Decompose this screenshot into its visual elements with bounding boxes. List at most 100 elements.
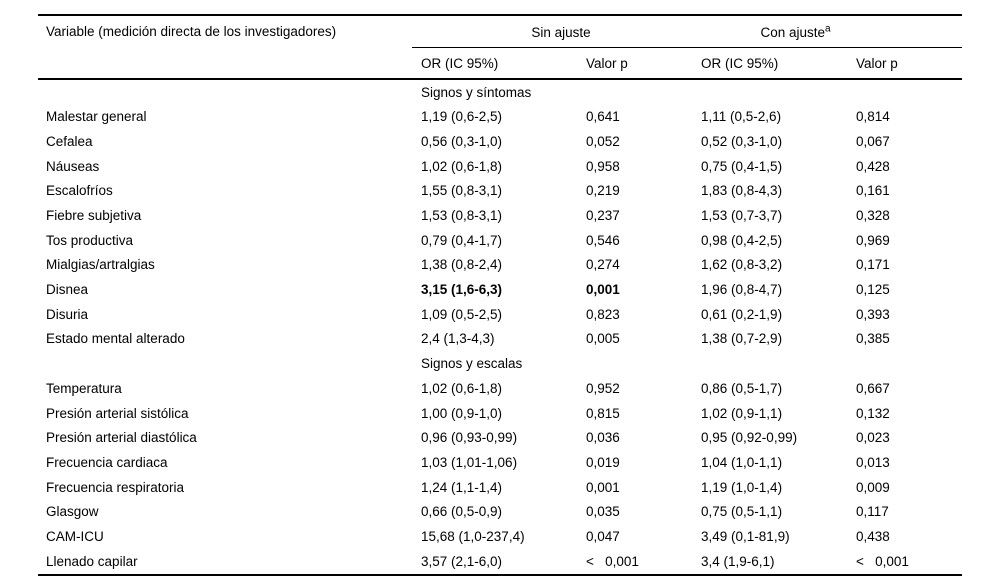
cell-or-adjusted: 0,98 (0,4-2,5) — [701, 232, 783, 248]
cell-or-unadjusted: 15,68 (1,0-237,4) — [421, 528, 525, 544]
cell-variable: CAM-ICU — [46, 528, 104, 544]
cell-variable: Tos productiva — [46, 232, 134, 248]
cell-p-adjusted: 0,667 — [856, 380, 890, 396]
cell-p-adjusted: 0,171 — [856, 257, 890, 273]
cell-or-adjusted: 0,95 (0,92-0,99) — [701, 430, 798, 446]
cell-or-adjusted: 0,75 (0,4-1,5) — [701, 158, 783, 174]
table-row: Disuria 1,09 (0,5-2,5) 0,823 0,61 (0,2-1,9)… — [38, 302, 962, 327]
cell-or-adjusted: 0,52 (0,3-1,0) — [701, 133, 783, 149]
cell-variable: Glasgow — [46, 504, 99, 520]
table-row: Presión arterial diastólica 0,96 (0,93-0,… — [38, 426, 962, 451]
cell-p-adjusted: 0,117 — [856, 504, 889, 520]
cell-or-adjusted: 1,53 (0,7-3,7) — [701, 208, 783, 224]
cell-variable: Frecuencia cardiaca — [46, 454, 168, 470]
section-title: Signos y síntomas — [421, 84, 532, 100]
cell-or-unadjusted: 2,4 (1,3-4,3) — [421, 331, 495, 347]
cell-or-adjusted: 0,86 (0,5-1,7) — [701, 380, 783, 396]
cell-p-unadjusted: 0,019 — [586, 454, 620, 470]
cell-p-unadjusted: 0,035 — [586, 504, 620, 520]
cell-or-adjusted: 1,02 (0,9-1,1) — [701, 405, 783, 421]
table-row: Estado mental alterado 2,4 (1,3-4,3) 0,005… — [38, 327, 962, 352]
cell-p-adjusted: 0,385 — [856, 331, 890, 347]
cell-p-unadjusted: 0,952 — [586, 380, 620, 396]
cell-variable: Disnea — [46, 282, 89, 298]
cell-variable: Fiebre subjetiva — [46, 208, 142, 224]
cell-p-adjusted: 0,013 — [856, 454, 890, 470]
cell-variable: Cefalea — [46, 133, 93, 149]
group-unadjusted-label: Sin ajuste — [531, 24, 591, 40]
table-row: Náuseas 1,02 (0,6-1,8) 0,958 0,75 (0,4-1,5)… — [38, 154, 962, 179]
cell-or-adjusted: 1,19 (1,0-1,4) — [701, 479, 783, 495]
cell-p-adjusted: 0,067 — [856, 133, 890, 149]
section-title: Signos y escalas — [421, 356, 523, 372]
table-row: Frecuencia respiratoria 1,24 (1,1-1,4) 0,0… — [38, 475, 962, 500]
group-header-rule — [412, 47, 962, 48]
cell-variable: Estado mental alterado — [46, 331, 185, 347]
cell-variable: Disuria — [46, 306, 89, 322]
cell-or-unadjusted: 1,02 (0,6-1,8) — [421, 380, 503, 396]
cell-p-unadjusted: 0,005 — [586, 331, 620, 347]
cell-p-unadjusted: 0,001 — [586, 479, 620, 495]
cell-or-unadjusted: 1,00 (0,9-1,0) — [421, 405, 503, 421]
subheader-row: OR (IC 95%) Valor p OR (IC 95%) Valor p — [38, 49, 962, 79]
group-header-row: Variable (medición directa de los invest… — [38, 15, 962, 49]
table-row: Malestar general 1,19 (0,6-2,5) 0,641 1,11 … — [38, 105, 962, 130]
variable-column-header: Variable (medición directa de los invest… — [46, 24, 337, 39]
table-row: CAM-ICU 15,68 (1,0-237,4) 0,047 3,49 (0,1-8… — [38, 524, 962, 549]
cell-p-unadjusted: 0,823 — [586, 306, 620, 322]
cell-p-adjusted: 0,393 — [856, 306, 890, 322]
table-row: Escalofríos 1,55 (0,8-3,1) 0,219 1,83 (0,8-… — [38, 179, 962, 204]
table-row: Tos productiva 0,79 (0,4-1,7) 0,546 0,98 (0… — [38, 228, 962, 253]
subheader-or-adjusted: OR (IC 95%) — [701, 55, 779, 71]
group-header-unadjusted: Sin ajuste — [421, 15, 701, 49]
cell-variable: Escalofríos — [46, 183, 113, 199]
table-row: Llenado capilar 3,57 (2,1-6,0) < 0,001 3,4 … — [38, 549, 962, 575]
cell-or-adjusted: 1,04 (1,0-1,1) — [701, 454, 783, 470]
cell-or-adjusted: 0,75 (0,5-1,1) — [701, 504, 783, 520]
cell-p-adjusted: 0,969 — [856, 232, 890, 248]
cell-p-unadjusted: 0,036 — [586, 430, 620, 446]
cell-or-unadjusted: 1,24 (1,1-1,4) — [421, 479, 503, 495]
table-row: Presión arterial sistólica 1,00 (0,9-1,0)… — [38, 401, 962, 426]
cell-or-adjusted: 0,61 (0,2-1,9) — [701, 306, 783, 322]
cell-p-adjusted: 0,328 — [856, 208, 890, 224]
cell-p-unadjusted: 0,237 — [586, 208, 620, 224]
cell-variable: Náuseas — [46, 158, 100, 174]
cell-or-adjusted: 1,38 (0,7-2,9) — [701, 331, 783, 347]
group-header-adjusted: Con ajustea — [701, 15, 962, 49]
subheader-p-adjusted: Valor p — [856, 55, 898, 71]
cell-or-unadjusted: 1,38 (0,8-2,4) — [421, 257, 503, 273]
table-body: Signos y síntomas Malestar general 1,19 (0… — [38, 79, 962, 575]
cell-p-adjusted: < 0,001 — [856, 553, 909, 569]
table-row: Temperatura 1,02 (0,6-1,8) 0,952 0,86 (0,5-… — [38, 376, 962, 401]
footnote-marker-a: a — [825, 23, 831, 35]
odds-ratio-table: Variable (medición directa de los invest… — [38, 14, 963, 576]
cell-or-adjusted: 1,11 (0,5-2,6) — [701, 109, 782, 125]
section-spacer-cell — [38, 79, 421, 105]
cell-or-unadjusted: 1,55 (0,8-3,1) — [421, 183, 503, 199]
cell-variable: Presión arterial sistólica — [46, 405, 189, 421]
cell-or-unadjusted: 1,03 (1,01-1,06) — [421, 454, 518, 470]
cell-p-unadjusted: 0,958 — [586, 158, 620, 174]
table-row: Mialgias/artralgias 1,38 (0,8-2,4) 0,274 1,… — [38, 253, 962, 278]
cell-variable: Mialgias/artralgias — [46, 257, 155, 273]
cell-variable: Temperatura — [46, 380, 122, 396]
subheader-p-unadjusted: Valor p — [586, 55, 628, 71]
results-table-container: Variable (medición directa de los invest… — [38, 14, 963, 576]
cell-or-unadjusted: 0,66 (0,5-0,9) — [421, 504, 503, 520]
cell-p-adjusted: 0,438 — [856, 528, 890, 544]
group-adjusted-label: Con ajuste — [760, 24, 826, 40]
cell-or-unadjusted: 3,15 (1,6-6,3) — [421, 282, 503, 298]
cell-p-unadjusted: < 0,001 — [586, 553, 639, 569]
cell-variable: Llenado capilar — [46, 553, 138, 569]
cell-or-unadjusted: 1,19 (0,6-2,5) — [421, 109, 503, 125]
cell-or-unadjusted: 1,02 (0,6-1,8) — [421, 158, 503, 174]
cell-or-unadjusted: 1,53 (0,8-3,1) — [421, 208, 503, 224]
cell-or-adjusted: 1,96 (0,8-4,7) — [701, 282, 783, 298]
cell-p-adjusted: 0,132 — [856, 405, 890, 421]
table-row: Fiebre subjetiva 1,53 (0,8-3,1) 0,237 1,53 … — [38, 203, 962, 228]
cell-or-unadjusted: 0,96 (0,93-0,99) — [421, 430, 518, 446]
cell-or-adjusted: 1,62 (0,8-3,2) — [701, 257, 783, 273]
cell-p-adjusted: 0,009 — [856, 479, 890, 495]
cell-p-adjusted: 0,814 — [856, 109, 890, 125]
